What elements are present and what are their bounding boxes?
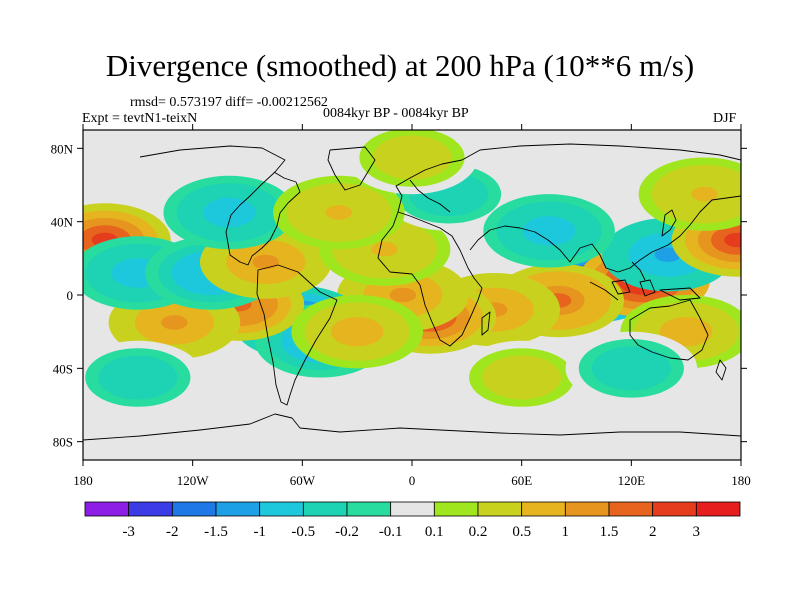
- divergence-contour: [398, 150, 426, 165]
- divergence-cell: [565, 331, 698, 406]
- y-tick-label: 80S: [53, 435, 73, 450]
- x-tick-label: 60W: [290, 473, 316, 488]
- colorbar-swatch: [433, 501, 479, 517]
- colorbar-label: -0.5: [291, 524, 315, 540]
- colorbar: -3 -2 -1.5 -1 -0.5 -0.2 -0.1 0.1 0.2 0.5 1 1.5 2 3: [84, 501, 741, 540]
- x-tick-label: 180: [731, 473, 751, 488]
- coastline-greenland: [327, 146, 376, 191]
- colorbar-swatch: [521, 501, 566, 517]
- coastline-indonesia: [589, 261, 701, 301]
- divergence-cell: [163, 175, 296, 250]
- coastlines: [83, 143, 741, 441]
- colorbar-swatch: [171, 501, 217, 517]
- divergence-cell: [346, 130, 478, 195]
- season-label: DJF: [713, 111, 737, 126]
- colorbar-swatch: [84, 501, 130, 517]
- colorbar-label: -1: [253, 524, 266, 540]
- coastline-europe: [395, 149, 481, 213]
- colorbar-label: -1.5: [204, 524, 228, 540]
- colorbar-label: 1: [562, 524, 570, 540]
- divergence-contour: [508, 370, 535, 385]
- divergence-contour: [654, 247, 682, 262]
- divergence-cell: [455, 340, 588, 415]
- y-tick-label: 0: [67, 288, 74, 303]
- x-tick-label: 120W: [177, 473, 210, 488]
- coastline-south-america: [256, 264, 338, 406]
- divergence-cell: [318, 212, 451, 286]
- divergence-cell: [83, 340, 204, 415]
- chart-title: Divergence (smoothed) at 200 hPa (10**6 …: [105, 48, 695, 83]
- colorbar-swatch: [608, 501, 654, 517]
- colorbar-swatch: [302, 501, 348, 517]
- divergence-cell: [483, 194, 615, 268]
- colorbar-label: 2: [649, 524, 657, 540]
- coastline-australia: [629, 299, 709, 361]
- colorbar-label: -0.2: [335, 524, 359, 540]
- coastline-north-america: [139, 145, 301, 266]
- coastline-new-zealand: [715, 359, 727, 381]
- stats-line: rmsd= 0.573197 diff= -0.00212562: [130, 95, 328, 110]
- divergence-contour: [216, 205, 243, 220]
- experiment-label: Expt = tevtN1-teixN: [82, 111, 198, 126]
- colorbar-swatch: [477, 501, 523, 517]
- divergence-contour: [618, 361, 645, 376]
- divergence-contour: [672, 324, 700, 339]
- period-label: 0084kyr BP - 0084kyr BP: [323, 106, 469, 121]
- divergence-contour: [724, 232, 741, 248]
- divergence-cell: [273, 175, 405, 250]
- divergence-contour: [343, 324, 371, 339]
- x-tick-label: 60E: [511, 473, 532, 488]
- x-tick-label: 120E: [618, 473, 646, 488]
- colorbar-swatch: [564, 501, 610, 517]
- y-tick-label: 80N: [51, 141, 74, 156]
- colorbar-label: 3: [693, 524, 701, 540]
- divergence-cell: [291, 294, 423, 369]
- x-tick-label: 180: [73, 473, 93, 488]
- coastline-africa: [377, 211, 483, 347]
- colorbar-swatch: [390, 501, 435, 517]
- colorbar-swatch: [259, 501, 304, 517]
- axes: 180 120W 60W 0 60E 120E 180 80N 40N 0 40S 80S: [51, 124, 751, 488]
- divergence-cell: [199, 225, 332, 299]
- coastline-madagascar: [481, 311, 491, 336]
- divergence-contour: [389, 287, 417, 303]
- divergence-contour: [124, 370, 152, 385]
- colorbar-swatch: [695, 501, 741, 517]
- colorbar-label: 1.5: [600, 524, 619, 540]
- divergence-contour: [535, 223, 563, 239]
- divergence-contour: [435, 186, 462, 202]
- colorbar-swatch: [652, 501, 697, 517]
- y-tick-label: 40N: [51, 215, 74, 230]
- divergence-contour: [161, 315, 188, 330]
- colorbar-swatch: [346, 501, 392, 517]
- colorbar-label: -3: [122, 524, 135, 540]
- divergence-field: [83, 130, 741, 415]
- colorbar-label: -2: [166, 524, 179, 540]
- colorbar-label: -0.1: [379, 524, 403, 540]
- colorbar-swatch: [128, 501, 173, 517]
- divergence-contour: [124, 265, 152, 281]
- colorbar-label: 0.2: [469, 524, 488, 540]
- y-tick-label: 40S: [53, 361, 73, 376]
- divergence-contour: [325, 205, 353, 220]
- coastline-antarctica: [83, 413, 741, 441]
- colorbar-swatch: [215, 501, 261, 517]
- x-tick-label: 0: [409, 473, 416, 488]
- coastline-asia: [469, 143, 741, 273]
- colorbar-label: 0.1: [425, 524, 444, 540]
- divergence-cell: [638, 157, 741, 231]
- coastline-japan: [661, 209, 677, 237]
- colorbar-label: 0.5: [512, 524, 531, 540]
- divergence-contour: [371, 241, 398, 257]
- divergence-contour: [252, 254, 279, 270]
- divergence-contour: [691, 186, 718, 202]
